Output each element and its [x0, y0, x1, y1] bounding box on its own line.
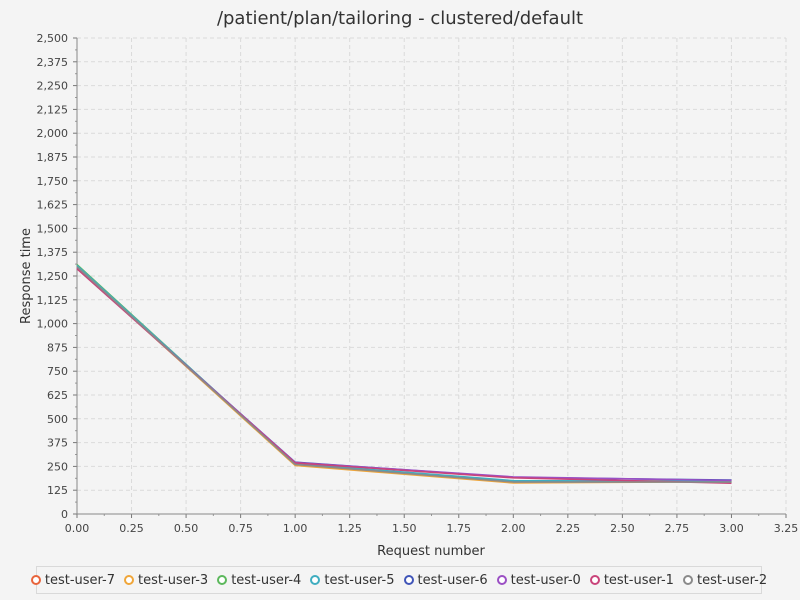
y-tick-label: 1,500	[37, 222, 69, 235]
x-tick-label: 3.00	[719, 522, 744, 535]
x-tick-label: 0.50	[174, 522, 199, 535]
y-tick-label: 2,125	[37, 103, 69, 116]
y-tick-label: 1,375	[37, 246, 69, 259]
legend-marker-icon	[403, 575, 414, 585]
y-tick-label: 1,625	[37, 199, 69, 212]
y-tick-label: 1,000	[37, 318, 69, 331]
chart-legend: test-user-7 test-user-3 test-user-4 test-us…	[30, 566, 767, 594]
y-tick-label: 2,000	[37, 127, 69, 140]
legend-marker-icon	[310, 575, 321, 585]
legend-item-test-user-6: test-user-6	[403, 572, 488, 588]
y-axis-label: Response time	[19, 228, 34, 324]
y-tick-label: 875	[47, 341, 68, 354]
x-tick-label: 2.00	[501, 522, 526, 535]
y-tick-label: 2,375	[37, 56, 69, 69]
x-tick-label: 0.75	[228, 522, 253, 535]
legend-label: test-user-2	[696, 572, 768, 588]
y-tick-label: 250	[47, 460, 68, 473]
x-tick-label: 0.00	[65, 522, 90, 535]
legend-item-test-user-1: test-user-1	[589, 572, 674, 588]
legend-label: test-user-3	[138, 572, 209, 588]
x-tick-label: 2.75	[665, 522, 690, 535]
legend-item-test-user-3: test-user-3	[124, 573, 208, 588]
legend-label: test-user-0	[510, 572, 581, 588]
legend-label: test-user-4	[231, 572, 302, 588]
y-tick-label: 0	[61, 508, 68, 521]
legend-item-test-user-2: test-user-2	[682, 572, 768, 588]
chart-title: /patient/plan/tailoring - clustered/defa…	[217, 8, 583, 29]
x-tick-label: 2.50	[610, 522, 635, 535]
legend-item-test-user-4: test-user-4	[217, 573, 301, 588]
y-tick-label: 2,250	[37, 80, 69, 93]
y-tick-label: 1,125	[37, 294, 69, 307]
x-tick-label: 1.25	[337, 522, 362, 535]
series-line-test-user-2	[76, 266, 732, 483]
y-tick-label: 125	[47, 484, 68, 497]
y-tick-label: 1,250	[37, 270, 69, 283]
legend-item-test-user-0: test-user-0	[496, 572, 581, 588]
y-tick-label: 1,875	[37, 151, 69, 164]
x-tick-label: 1.50	[392, 522, 417, 535]
legend-marker-icon	[30, 575, 41, 585]
legend-marker-icon	[589, 575, 600, 585]
legend-marker-icon	[682, 575, 693, 585]
x-tick-label: 3.25	[774, 522, 799, 535]
x-tick-label: 1.75	[447, 522, 472, 535]
y-tick-label: 625	[47, 389, 68, 402]
legend-item-test-user-7: test-user-7	[30, 572, 116, 588]
x-axis-label: Request number	[377, 544, 485, 559]
legend-label: test-user-5	[324, 572, 395, 588]
legend-label: test-user-6	[417, 572, 488, 588]
x-tick-label: 0.25	[119, 522, 144, 535]
y-tick-label: 500	[47, 413, 68, 426]
legend-marker-icon	[217, 575, 228, 585]
legend-marker-icon	[124, 575, 135, 585]
y-tick-label: 2,500	[37, 32, 69, 45]
y-tick-label: 1,750	[37, 175, 69, 188]
legend-marker-icon	[496, 575, 507, 585]
x-tick-label: 1.00	[283, 522, 308, 535]
legend-label: test-user-7	[44, 572, 116, 588]
y-tick-label: 750	[47, 365, 68, 378]
legend-item-test-user-5: test-user-5	[310, 572, 395, 588]
x-tick-label: 2.25	[556, 522, 581, 535]
y-tick-label: 375	[47, 437, 68, 450]
legend-label: test-user-1	[603, 572, 674, 588]
